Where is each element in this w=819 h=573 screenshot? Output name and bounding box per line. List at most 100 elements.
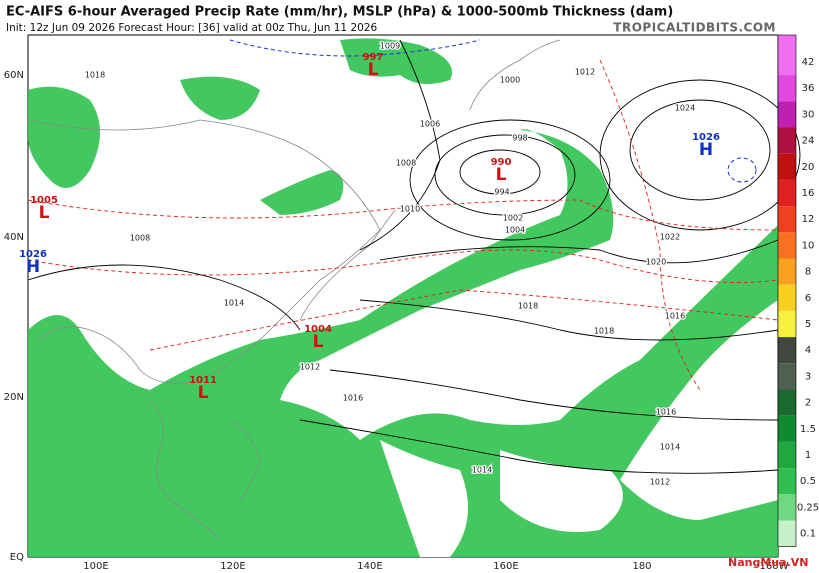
isobar-label: 1009 — [380, 42, 400, 51]
pressure-value: 1011 — [189, 375, 217, 386]
pressure-value: 997 — [363, 52, 384, 63]
lon-label: 160E — [493, 561, 518, 572]
isobar-label: 1016 — [665, 312, 685, 321]
isobar-label: 1016 — [343, 394, 363, 403]
isobar-label: 994 — [494, 188, 509, 197]
colorbar-swatch — [778, 258, 796, 285]
isobar-label: 1024 — [675, 104, 695, 113]
pressure-value: 1026 — [692, 132, 720, 143]
colorbar-swatch — [778, 337, 796, 364]
colorbar-swatch — [778, 232, 796, 259]
cold-thickness — [229, 39, 757, 183]
watermark: NangMua.VN — [728, 556, 808, 569]
isobar-label: 1012 — [300, 363, 320, 372]
pressure-value: 1005 — [30, 195, 58, 206]
isobar-label: 1018 — [518, 302, 538, 311]
pressure-value: 1004 — [304, 324, 332, 335]
isobar-label: 1008 — [396, 159, 416, 168]
colorbar-swatch — [778, 284, 796, 311]
isobar-label: 1012 — [575, 68, 595, 77]
colorbar-label: 42 — [802, 57, 815, 68]
colorbar-frame — [777, 34, 797, 548]
lon-label: 180 — [632, 561, 651, 572]
map-frame — [27, 34, 801, 558]
isobar-label: 998 — [512, 134, 527, 143]
colorbar-label: 1 — [805, 450, 811, 461]
pressure-letter: L — [496, 165, 507, 185]
pressure-value: 1026 — [19, 249, 47, 260]
isobar-label: 1004 — [505, 226, 525, 235]
colorbar-swatch — [778, 75, 796, 102]
map-title: EC-AIFS 6-hour Averaged Precip Rate (mm/… — [6, 5, 673, 20]
colorbar-label: 24 — [802, 136, 815, 147]
lat-label: 40N — [4, 232, 24, 243]
colorbar-swatch — [778, 468, 796, 495]
thickness-lines — [27, 59, 779, 391]
lon-label: 100E — [83, 561, 108, 572]
colorbar-label: 0.25 — [797, 502, 819, 513]
site-label: TROPICALTIDBITS.COM — [613, 21, 776, 35]
pressure-letter: L — [313, 332, 324, 352]
dry-gaps — [380, 440, 623, 557]
colorbar-label: 10 — [802, 240, 815, 251]
isobar-label: 1008 — [130, 234, 150, 243]
lat-label: 20N — [4, 392, 24, 403]
isobar-label: 1012 — [650, 478, 670, 487]
isobar-label: 1000 — [500, 76, 520, 85]
colorbar-label: 20 — [802, 162, 815, 173]
map-subtitle: Init: 12z Jun 09 2026 Forecast Hour: [36… — [6, 22, 377, 34]
colorbar-label: 3 — [805, 371, 811, 382]
pressure-letter: L — [368, 60, 379, 80]
colorbar-label: 0.1 — [800, 529, 816, 540]
pressure-value: 990 — [491, 157, 512, 168]
colorbar-swatch — [778, 520, 796, 547]
isobar-label: 1018 — [594, 327, 614, 336]
isobar-label: 1014 — [472, 466, 492, 475]
isobar-label: 1006 — [420, 120, 440, 129]
colorbar-swatch — [778, 494, 796, 521]
isobar-label: 1010 — [400, 205, 420, 214]
colorbar-label: 36 — [802, 83, 815, 94]
colorbar-label: 16 — [802, 188, 815, 199]
colorbar-label: 2 — [805, 398, 811, 409]
isobar-label: 1022 — [660, 233, 680, 242]
colorbar-label: 1.5 — [800, 424, 816, 435]
colorbar-label: 30 — [802, 109, 815, 120]
colorbar-label: 0.5 — [800, 476, 816, 487]
colorbar-label: 5 — [805, 319, 811, 330]
colorbar-swatch — [778, 153, 796, 180]
isobar-label: 1018 — [85, 71, 105, 80]
colorbar-swatch — [778, 101, 796, 128]
lat-label: 60N — [4, 70, 24, 81]
isobars — [27, 39, 801, 474]
isobar-label: 1020 — [646, 258, 666, 267]
colorbar-swatch — [778, 35, 796, 76]
lon-label: 120E — [220, 561, 245, 572]
isobar-label: 1002 — [503, 214, 523, 223]
lon-label: 160W — [760, 561, 789, 572]
precip-areas — [28, 38, 778, 557]
colorbar-swatch — [778, 363, 796, 390]
colorbar-swatch — [778, 310, 796, 338]
colorbar-swatch — [778, 389, 796, 416]
colorbar-label: 4 — [805, 345, 811, 356]
colorbar-swatch — [778, 415, 796, 442]
pressure-letter: L — [39, 203, 50, 223]
colorbar-swatch — [778, 179, 796, 207]
lat-label: EQ — [10, 552, 24, 563]
pressure-letter: H — [699, 140, 713, 160]
colorbar-swatch — [778, 441, 796, 469]
colorbar-swatch — [778, 127, 796, 154]
pressure-letter: L — [198, 383, 209, 403]
lon-label: 140E — [357, 561, 382, 572]
pressure-letter: H — [26, 257, 40, 277]
colorbar-swatch — [778, 206, 796, 233]
isobar-label: 1014 — [224, 299, 244, 308]
colorbar-label: 8 — [805, 267, 811, 278]
isobar-label: 1014 — [660, 443, 680, 452]
colorbar-label: 12 — [802, 214, 815, 225]
coastlines — [27, 39, 561, 541]
colorbar-label: 6 — [805, 293, 811, 304]
